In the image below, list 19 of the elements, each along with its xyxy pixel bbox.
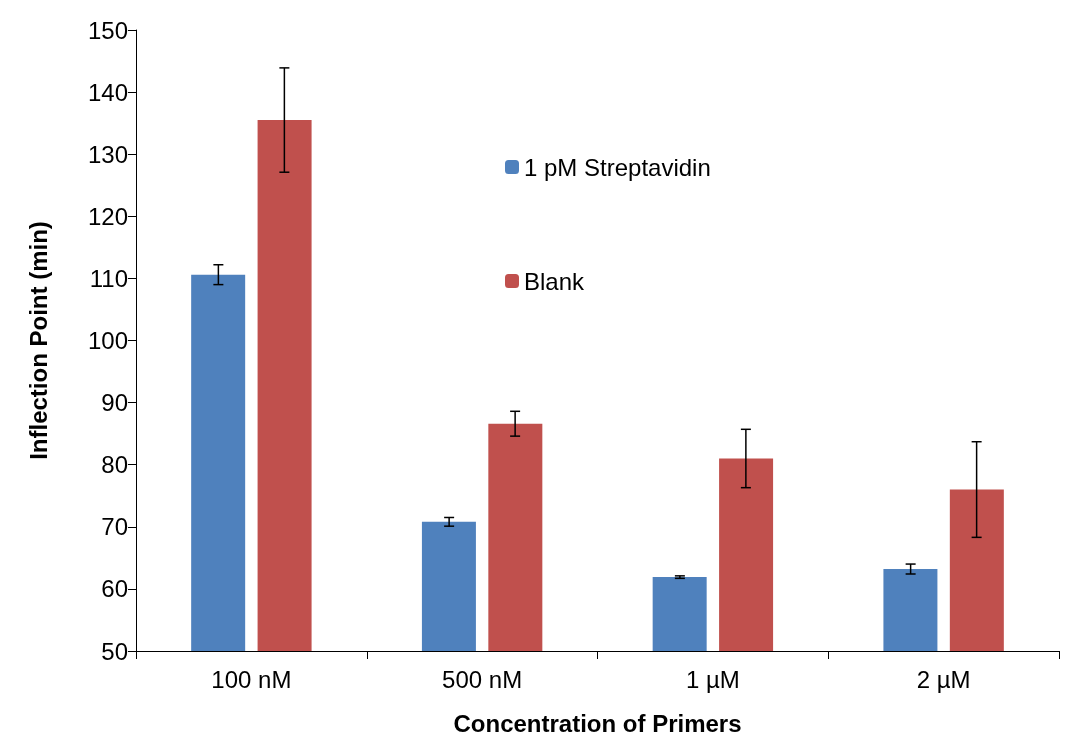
- x-tick-label: 2 µM: [916, 665, 971, 693]
- y-tick-label: 150: [87, 16, 128, 44]
- x-tick-label: 100 nM: [211, 665, 292, 693]
- legend-label: 1 pM Streptavidin: [524, 153, 711, 181]
- y-tick-label: 100: [87, 327, 128, 354]
- y-axis-title: Inflection Point (min): [24, 221, 52, 460]
- y-tick-label: 110: [89, 264, 128, 292]
- y-tick-label: 50: [101, 637, 128, 665]
- y-tick-label: 140: [87, 78, 128, 106]
- x-axis-title: Concentration of Primers: [453, 709, 742, 737]
- y-tick-label: 60: [101, 575, 128, 603]
- y-tick-label: 90: [101, 389, 128, 417]
- y-tick-label: 80: [101, 451, 128, 479]
- x-tick-label: 500 nM: [442, 665, 523, 693]
- y-tick-label: 130: [87, 140, 128, 168]
- legend-label: Blank: [524, 267, 586, 295]
- y-tick-label: 70: [101, 513, 128, 541]
- y-tick-label: 120: [87, 202, 128, 230]
- x-tick-label: 1 µM: [685, 665, 740, 693]
